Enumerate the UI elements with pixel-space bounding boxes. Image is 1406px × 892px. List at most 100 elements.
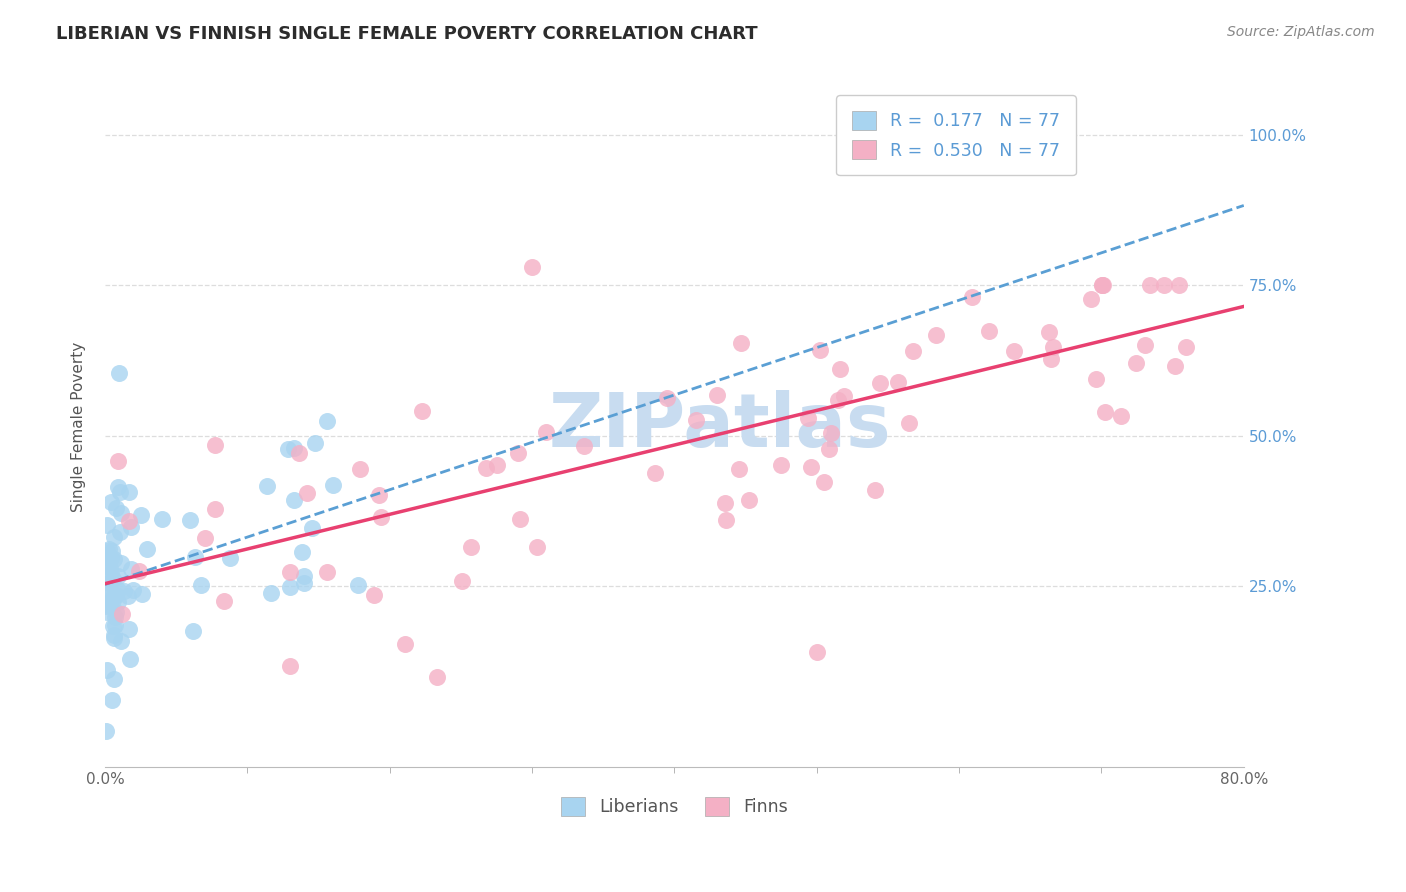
Point (520, 260, 543, 274)
Point (370, 510, 392, 524)
Point (901, 344, 924, 359)
Point (1042, 340, 1064, 354)
Point (1167, 278, 1189, 293)
Point (808, 343, 831, 357)
Point (107, 480, 129, 494)
Point (294, 569, 316, 583)
Point (1164, 359, 1187, 373)
Point (107, 595, 129, 609)
Point (107, 454, 129, 468)
Point (962, 290, 984, 304)
Point (349, 461, 371, 475)
Point (304, 436, 326, 450)
Point (347, 578, 370, 592)
Point (797, 410, 820, 425)
Point (806, 645, 828, 659)
Point (117, 590, 139, 604)
Point (103, 619, 125, 633)
Point (394, 637, 416, 651)
Point (1038, 325, 1060, 339)
Point (1091, 278, 1114, 293)
Point (1094, 405, 1116, 419)
Point (713, 496, 735, 510)
Point (150, 512, 173, 526)
Point (277, 442, 299, 456)
Point (574, 439, 596, 453)
Point (107, 568, 129, 582)
Point (129, 508, 152, 523)
Point (486, 458, 509, 473)
Point (316, 565, 339, 579)
Point (96, 605, 118, 619)
Point (832, 389, 855, 403)
Point (101, 590, 124, 604)
Point (737, 492, 759, 507)
Point (730, 335, 752, 350)
Point (136, 542, 159, 557)
Point (820, 425, 842, 440)
Point (526, 540, 548, 554)
Point (100, 693, 122, 707)
Point (108, 484, 131, 499)
Point (218, 551, 240, 566)
Point (1153, 278, 1175, 293)
Point (817, 442, 839, 457)
Point (644, 466, 666, 480)
Point (118, 623, 141, 637)
Point (260, 586, 283, 600)
Point (100, 566, 122, 580)
Point (98, 541, 121, 556)
Point (887, 376, 910, 390)
Point (110, 507, 132, 521)
Point (120, 562, 142, 576)
Point (97, 599, 120, 613)
Point (297, 486, 319, 500)
Point (322, 478, 344, 492)
Point (181, 624, 204, 639)
Point (460, 540, 482, 554)
Point (1040, 352, 1063, 367)
Point (104, 500, 127, 515)
Point (827, 393, 849, 408)
Point (283, 492, 305, 507)
Point (98, 561, 121, 575)
Point (96, 723, 118, 738)
Point (98, 575, 121, 590)
Point (212, 594, 235, 608)
Point (110, 633, 132, 648)
Point (105, 588, 128, 602)
Point (96, 663, 118, 677)
Text: LIBERIAN VS FINNISH SINGLE FEMALE POVERTY CORRELATION CHART: LIBERIAN VS FINNISH SINGLE FEMALE POVERT… (56, 25, 758, 43)
Point (97, 551, 120, 566)
Point (292, 575, 315, 590)
Point (278, 659, 301, 673)
Point (655, 391, 678, 405)
Point (368, 488, 391, 502)
Point (1111, 409, 1133, 424)
Point (103, 593, 125, 607)
Point (1080, 292, 1102, 306)
Point (363, 588, 385, 602)
Point (288, 445, 311, 459)
Point (865, 483, 887, 497)
Point (96, 597, 118, 611)
Point (291, 545, 314, 559)
Point (101, 572, 124, 586)
Point (706, 387, 728, 401)
Point (96, 518, 118, 533)
Y-axis label: Single Female Poverty: Single Female Poverty (72, 342, 86, 512)
Point (103, 552, 125, 566)
Point (898, 416, 921, 430)
Point (301, 521, 323, 535)
Point (509, 512, 531, 526)
Point (96, 599, 118, 613)
Point (122, 583, 145, 598)
Point (204, 438, 226, 452)
Point (426, 669, 449, 683)
Point (1139, 278, 1161, 293)
Point (799, 459, 821, 474)
Point (104, 610, 127, 624)
Point (977, 324, 1000, 338)
Point (1091, 278, 1114, 293)
Point (111, 607, 134, 621)
